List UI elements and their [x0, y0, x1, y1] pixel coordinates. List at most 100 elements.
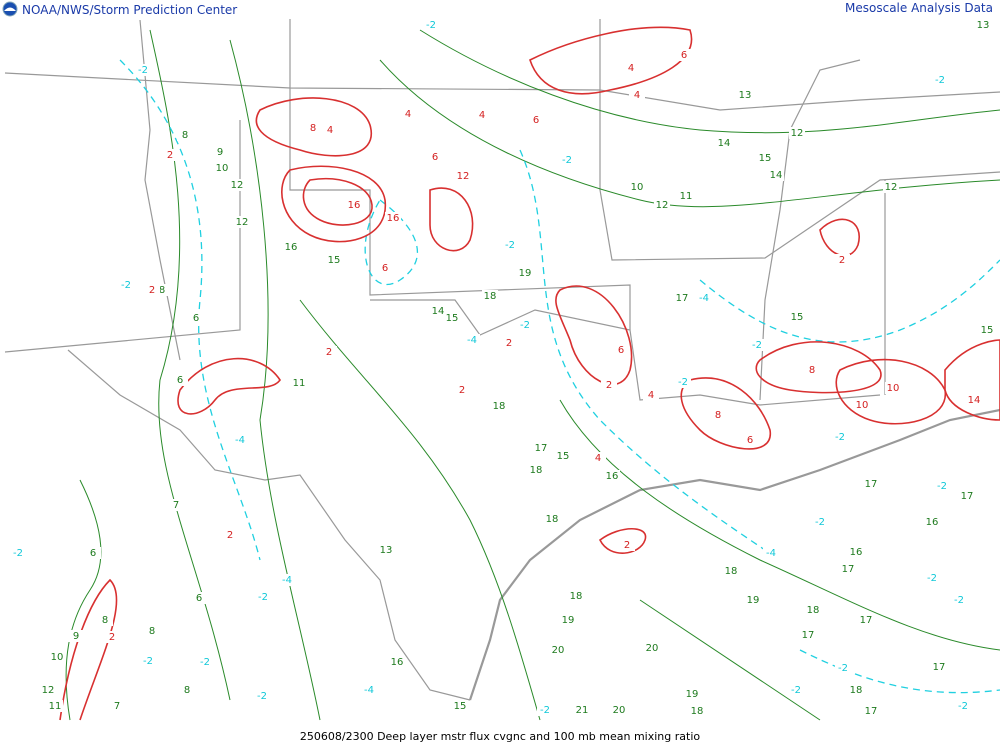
- mixing-ratio-label: 18: [530, 465, 543, 476]
- mixing-ratio-label: 12: [231, 180, 244, 191]
- state-border: [289, 15, 631, 330]
- label-background: [629, 181, 645, 193]
- mixing-ratio-label: 13: [739, 90, 752, 101]
- mixing-ratio-label: 16: [850, 547, 863, 558]
- mixing-ratio-label: 15: [446, 313, 459, 324]
- contour: [559, 399, 1000, 651]
- mixing-ratio-label: 17: [865, 706, 878, 717]
- label-background: [550, 644, 566, 656]
- noaa-logo-bird: [4, 7, 16, 11]
- label-background: [804, 364, 820, 376]
- convergence-label: 12: [457, 171, 470, 182]
- divergence-label: -2: [752, 340, 762, 351]
- divergence-label: -2: [562, 155, 572, 166]
- contour: [364, 199, 418, 286]
- mexico-border: [67, 349, 471, 701]
- mixing-ratio-label: 18: [546, 514, 559, 525]
- divergence-label: -2: [954, 595, 964, 606]
- label-background: [979, 324, 995, 336]
- mixing-ratio-label: 19: [562, 615, 575, 626]
- mixing-ratio-label: 13: [380, 545, 393, 556]
- header-bar: [0, 0, 1000, 19]
- convergence-label: 2: [227, 530, 233, 541]
- mixing-ratio-label: 15: [759, 153, 772, 164]
- label-background: [502, 239, 518, 251]
- divergence-label: -2: [505, 240, 515, 251]
- label-background: [848, 684, 864, 696]
- label-background: [684, 688, 700, 700]
- divergence-label: -2: [791, 685, 801, 696]
- convergence-label: 2: [459, 385, 465, 396]
- divergence-label: -2: [121, 280, 131, 291]
- label-background: [279, 574, 295, 586]
- river-border: [759, 59, 861, 401]
- label-background: [97, 614, 113, 626]
- label-background: [517, 267, 533, 279]
- contour: [281, 165, 386, 243]
- coastline: [468, 408, 1000, 701]
- convergence-label: 14: [968, 395, 981, 406]
- label-background: [678, 190, 694, 202]
- convergence-label: 16: [387, 213, 400, 224]
- label-background: [723, 565, 739, 577]
- label-background: [47, 700, 63, 712]
- label-background: [789, 311, 805, 323]
- contour: [299, 299, 541, 721]
- contour: [598, 528, 647, 554]
- label-background: [144, 284, 160, 296]
- label-background: [482, 290, 498, 302]
- convergence-label: 2: [606, 380, 612, 391]
- convergence-label: 2: [506, 338, 512, 349]
- convergence-label: 8: [809, 365, 815, 376]
- divergence-label: -2: [426, 20, 436, 31]
- contour: [835, 358, 946, 425]
- state-border: [599, 15, 1000, 261]
- mixing-ratio-label: 9: [73, 631, 79, 642]
- label-background: [385, 212, 401, 224]
- mixing-ratio-label: 15: [328, 255, 341, 266]
- mixing-ratio-label: 18: [570, 591, 583, 602]
- contour: [639, 599, 821, 721]
- convergence-label: 10: [856, 400, 869, 411]
- contour: [177, 357, 281, 415]
- header-right: Mesoscale Analysis Data: [845, 1, 993, 15]
- label-background: [229, 179, 245, 191]
- mixing-ratio-label: 17: [865, 479, 878, 490]
- label-background: [305, 122, 321, 134]
- label-background: [789, 127, 805, 139]
- label-background: [162, 149, 178, 161]
- mixing-ratio-label: 18: [725, 566, 738, 577]
- label-background: [68, 630, 84, 642]
- label-background: [800, 629, 816, 641]
- label-background: [377, 262, 393, 274]
- label-background: [924, 572, 940, 584]
- label-background: [400, 108, 416, 120]
- mixing-ratio-label: 6: [177, 375, 183, 386]
- divergence-label: -4: [699, 293, 709, 304]
- mixing-ratio-label: 10: [216, 163, 229, 174]
- label-background: [629, 89, 645, 101]
- label-background: [254, 690, 270, 702]
- label-background: [644, 642, 660, 654]
- divergence-label: -4: [766, 548, 776, 559]
- label-background: [501, 337, 517, 349]
- mixing-ratio-label: 17: [802, 630, 815, 641]
- mixing-ratio-label: 15: [791, 312, 804, 323]
- label-background: [768, 169, 784, 181]
- label-background: [763, 547, 779, 559]
- label-background: [291, 377, 307, 389]
- label-background: [389, 656, 405, 668]
- convergence-label: 2: [624, 540, 630, 551]
- label-background: [454, 384, 470, 396]
- label-background: [109, 700, 125, 712]
- contour: [680, 377, 771, 450]
- convergence-label: 2: [326, 347, 332, 358]
- contour: [819, 218, 860, 257]
- footer-caption: 250608/2300 Deep layer mstr flux cvgnc a…: [300, 730, 700, 743]
- mixing-ratio-label: 8: [149, 626, 155, 637]
- convergence-label: 2: [109, 632, 115, 643]
- label-background: [934, 480, 950, 492]
- mixing-ratio-label: 13: [977, 20, 990, 31]
